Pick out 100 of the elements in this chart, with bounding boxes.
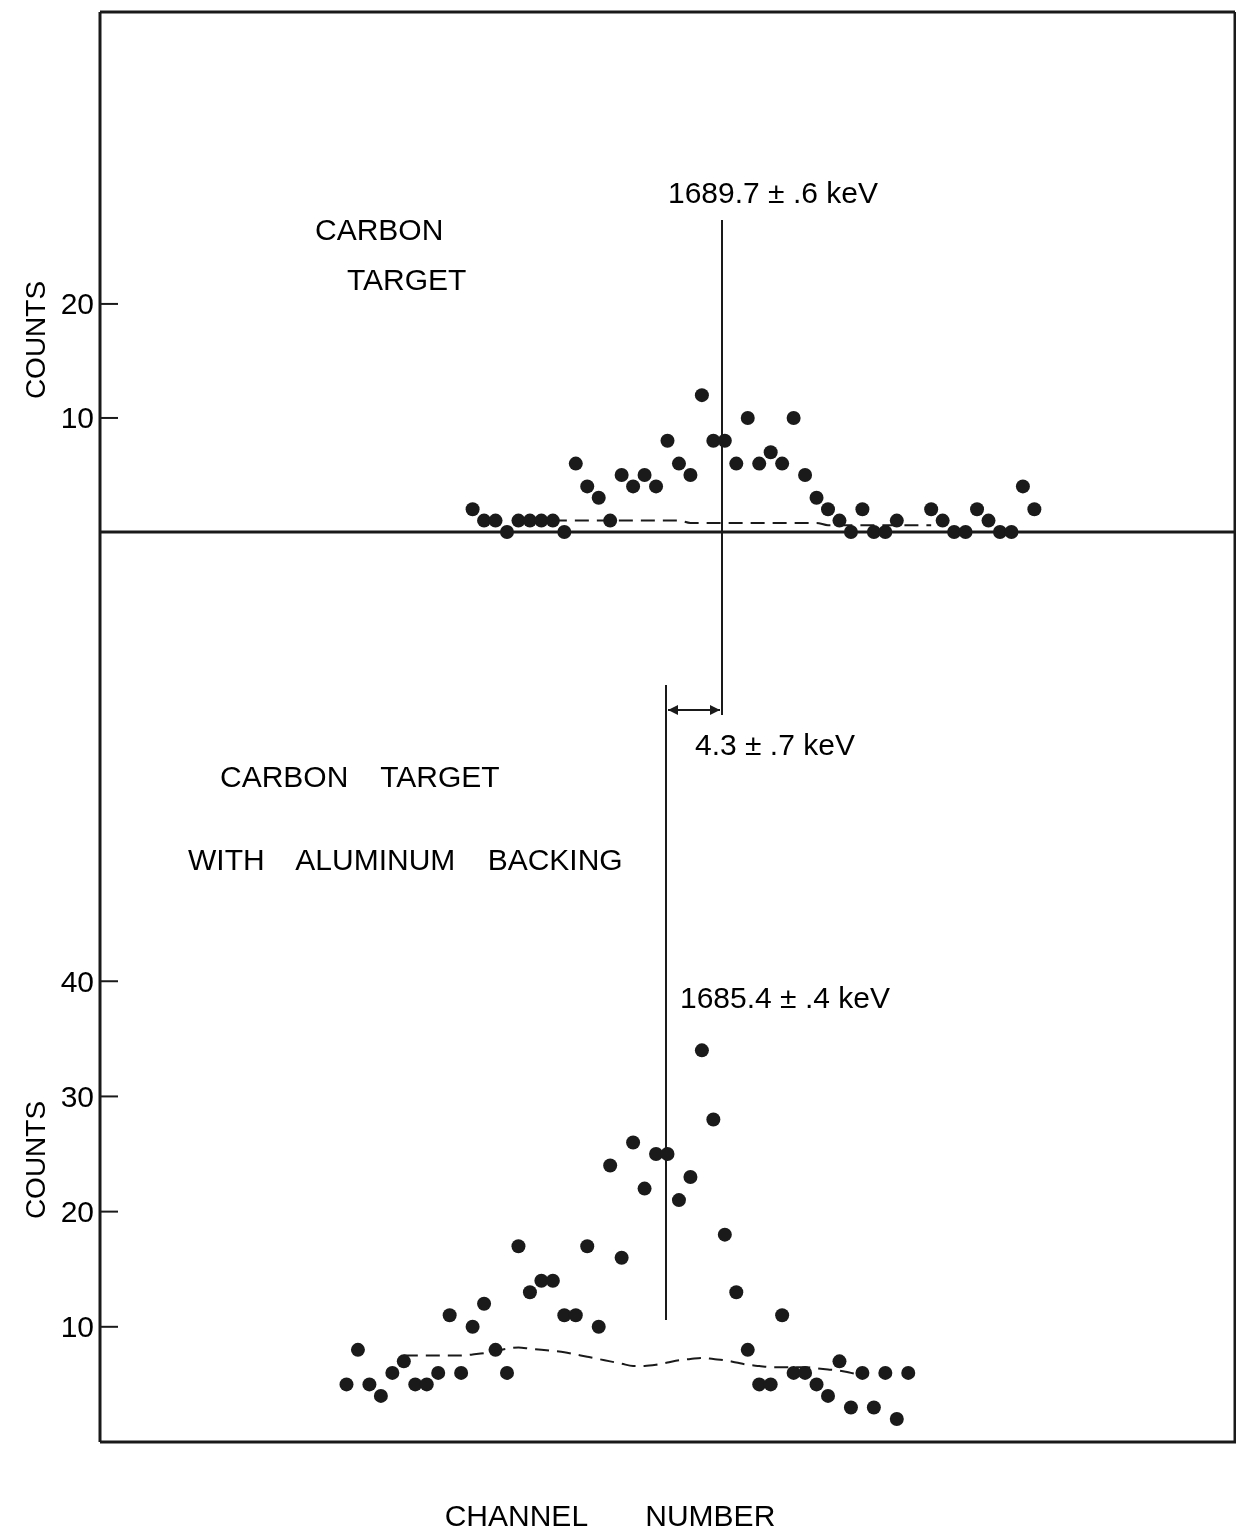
point bbox=[626, 479, 641, 494]
point bbox=[798, 1365, 813, 1380]
y-tick-label: 40 bbox=[60, 964, 94, 998]
point bbox=[500, 1365, 514, 1380]
point bbox=[935, 513, 950, 528]
point bbox=[339, 1377, 354, 1392]
annotation: 4.3 ± .7 keV bbox=[695, 728, 855, 761]
y-tick-label: 10 bbox=[60, 1310, 94, 1344]
point bbox=[580, 1239, 595, 1254]
point bbox=[465, 1319, 480, 1334]
point bbox=[694, 388, 709, 403]
point bbox=[798, 467, 813, 482]
y-tick-label: 10 bbox=[60, 401, 94, 435]
point bbox=[683, 467, 698, 482]
point bbox=[694, 1043, 709, 1058]
point bbox=[649, 1147, 664, 1162]
point bbox=[809, 490, 824, 505]
point bbox=[350, 1342, 365, 1357]
point bbox=[522, 513, 537, 528]
point bbox=[591, 1319, 606, 1334]
point bbox=[454, 1365, 469, 1380]
point bbox=[637, 1181, 652, 1196]
point bbox=[614, 1250, 629, 1265]
point bbox=[958, 525, 973, 539]
point bbox=[809, 1377, 824, 1392]
point bbox=[878, 525, 893, 539]
point bbox=[511, 1239, 526, 1254]
point bbox=[1015, 479, 1030, 494]
point bbox=[855, 1365, 870, 1380]
point bbox=[1027, 502, 1042, 517]
point bbox=[981, 513, 996, 528]
point bbox=[591, 490, 606, 505]
y-tick-label: 30 bbox=[60, 1079, 94, 1113]
point bbox=[683, 1170, 698, 1185]
annotation: 1689.7 ± .6 keV bbox=[668, 176, 878, 209]
point bbox=[568, 1308, 583, 1323]
point bbox=[947, 525, 962, 539]
point bbox=[889, 513, 904, 528]
point bbox=[362, 1377, 377, 1392]
point bbox=[706, 433, 721, 448]
point bbox=[992, 525, 1007, 539]
point bbox=[408, 1377, 423, 1392]
point bbox=[477, 513, 492, 528]
point bbox=[557, 525, 572, 539]
point bbox=[717, 1227, 732, 1242]
point bbox=[924, 502, 939, 517]
point bbox=[580, 479, 595, 494]
point bbox=[396, 1354, 411, 1369]
point bbox=[385, 1365, 400, 1380]
point bbox=[671, 456, 686, 471]
point bbox=[500, 525, 514, 539]
point bbox=[671, 1193, 686, 1208]
point bbox=[786, 410, 801, 425]
point bbox=[431, 1365, 446, 1380]
point bbox=[821, 1388, 836, 1403]
point bbox=[568, 456, 583, 471]
point bbox=[878, 1365, 893, 1380]
point bbox=[740, 410, 755, 425]
point bbox=[866, 1400, 881, 1415]
point bbox=[373, 1388, 388, 1403]
point bbox=[740, 1342, 755, 1357]
annotation: WITH ALUMINUM BACKING bbox=[188, 843, 623, 876]
annotation: CARBON TARGET bbox=[315, 213, 467, 296]
x-axis-title: CHANNEL NUMBER bbox=[444, 1499, 776, 1532]
point bbox=[660, 1147, 675, 1162]
point bbox=[626, 1135, 641, 1150]
point bbox=[545, 1273, 560, 1288]
annotation: 1685.4 ± .4 keV bbox=[680, 981, 890, 1014]
y-tick-label: 20 bbox=[60, 287, 94, 321]
point bbox=[843, 1400, 858, 1415]
point bbox=[901, 1365, 916, 1380]
point bbox=[832, 1354, 847, 1369]
point bbox=[1004, 525, 1019, 539]
point bbox=[752, 456, 767, 471]
point bbox=[889, 1411, 904, 1426]
point bbox=[649, 479, 664, 494]
point bbox=[603, 1158, 618, 1173]
point bbox=[763, 1377, 778, 1392]
point bbox=[843, 525, 858, 539]
point bbox=[970, 502, 985, 517]
point bbox=[488, 513, 503, 528]
point bbox=[729, 1285, 744, 1300]
point bbox=[477, 1296, 492, 1311]
point bbox=[821, 502, 836, 517]
point bbox=[637, 467, 652, 482]
point bbox=[660, 433, 675, 448]
point bbox=[614, 467, 629, 482]
point bbox=[706, 1112, 721, 1127]
point bbox=[729, 456, 744, 471]
point bbox=[775, 1308, 790, 1323]
point bbox=[775, 456, 790, 471]
point bbox=[855, 502, 870, 517]
point bbox=[419, 1377, 434, 1392]
y-tick-label: 20 bbox=[60, 1195, 94, 1229]
y-axis-title: COUNTS bbox=[20, 280, 51, 400]
point bbox=[522, 1285, 537, 1300]
point bbox=[442, 1308, 457, 1323]
y-axis-title: COUNTS bbox=[20, 1100, 51, 1220]
point bbox=[465, 502, 480, 517]
annotation: CARBON TARGET bbox=[220, 760, 500, 793]
